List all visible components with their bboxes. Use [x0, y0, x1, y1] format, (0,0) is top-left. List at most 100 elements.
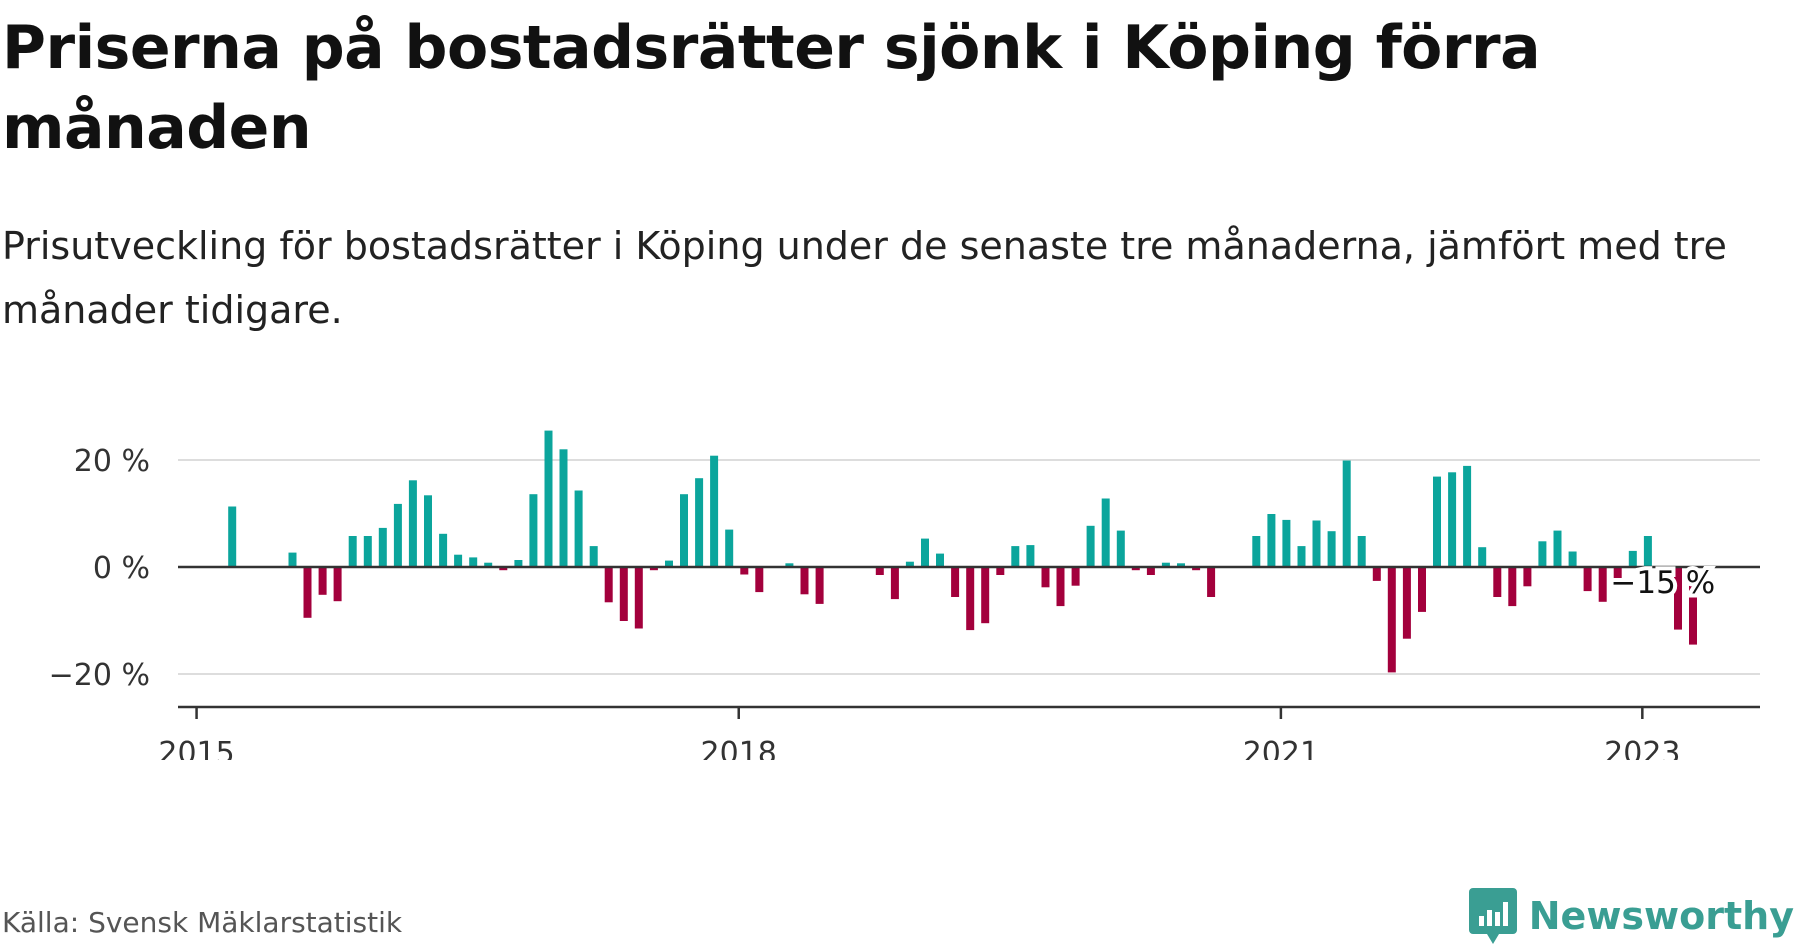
bar [1508, 567, 1517, 607]
bar [1598, 567, 1607, 602]
bar [1658, 567, 1667, 581]
bar [1448, 472, 1457, 567]
bar [951, 567, 960, 597]
chart-title: Priserna på bostadsrätter sjönk i Köping… [2, 13, 1541, 163]
bar [439, 533, 448, 567]
bar [1252, 536, 1261, 567]
x-tick-label: 2021 [1243, 736, 1319, 760]
grid-lines [178, 459, 1760, 675]
bar [1553, 530, 1562, 567]
newsworthy-logo-icon [1468, 888, 1517, 944]
bar [1192, 567, 1201, 571]
bar [1538, 541, 1547, 567]
bar [1297, 546, 1306, 567]
bar [1041, 567, 1050, 588]
bar [1372, 567, 1381, 581]
bar [393, 503, 402, 567]
bar [1674, 567, 1682, 630]
bar [1282, 519, 1291, 567]
bar [378, 527, 387, 567]
bar [1689, 567, 1697, 645]
bar [1267, 514, 1276, 567]
bar [890, 567, 899, 600]
bar [875, 567, 884, 575]
y-tick-label: 20 % [74, 444, 150, 479]
brand-logo: Newsworthy [1468, 888, 1794, 944]
bar [1116, 530, 1125, 567]
x-tick-label: 2023 [1604, 736, 1680, 760]
bar [1433, 476, 1441, 567]
bar [755, 567, 764, 593]
bar [1523, 567, 1532, 587]
bar [1478, 547, 1487, 567]
bar [1387, 567, 1396, 673]
y-tick-label: 0 % [93, 551, 150, 586]
x-tick-label: 2018 [701, 736, 777, 760]
bar [408, 480, 417, 567]
bar [604, 567, 613, 603]
bar [1628, 550, 1637, 567]
annotations: −15 % [1606, 561, 1719, 605]
bar [1402, 567, 1411, 639]
bar [559, 449, 568, 567]
bar [1643, 536, 1652, 567]
y-tick-label: −20 % [49, 658, 150, 693]
bar [1086, 525, 1095, 567]
bar [695, 478, 704, 567]
x-axis-labels: 2015 2018 2021 2023 [158, 736, 1680, 760]
bar [649, 567, 658, 571]
bar [1357, 536, 1366, 567]
bar [1568, 551, 1577, 567]
bar [740, 567, 749, 575]
bar [921, 538, 929, 567]
bar [318, 567, 327, 595]
bar [1327, 531, 1336, 567]
bar [529, 494, 538, 567]
bar [1161, 562, 1170, 567]
bar [363, 536, 372, 567]
bar [800, 567, 809, 595]
bar [680, 494, 688, 567]
bar [333, 567, 342, 602]
bar [1101, 498, 1110, 567]
x-tick-label: 2015 [158, 736, 234, 760]
bar [348, 536, 357, 567]
bar [996, 567, 1005, 575]
bar [1418, 567, 1426, 612]
annotation-label: −15 % [1610, 565, 1715, 601]
bar [785, 563, 794, 567]
bar [1312, 520, 1321, 567]
bar [1026, 545, 1035, 567]
bar [725, 529, 734, 567]
bar [484, 562, 493, 567]
bar [1131, 567, 1140, 571]
bar [454, 554, 463, 567]
bar [589, 546, 598, 567]
bar [815, 567, 824, 604]
bar [1146, 567, 1155, 575]
bar [544, 430, 553, 567]
bar [514, 560, 523, 567]
brand-name: Newsworthy [1528, 894, 1794, 938]
bar [619, 567, 628, 621]
bar [1207, 567, 1216, 597]
bar [1493, 567, 1502, 597]
bar [936, 553, 944, 567]
chart-subtitle: Prisutveckling för bostadsrätter i Köpin… [2, 224, 1727, 332]
bar [288, 552, 297, 567]
bar [966, 567, 975, 631]
bar [634, 567, 643, 629]
y-axis-labels: 20 % 0 % −20 % [49, 444, 150, 693]
bar [905, 561, 914, 567]
bar [499, 567, 508, 571]
bar [1011, 546, 1020, 567]
bar [1613, 567, 1622, 587]
bar [228, 506, 237, 567]
bar [1056, 567, 1065, 607]
bar [1583, 567, 1592, 592]
bar [1071, 567, 1080, 586]
bars [228, 430, 1697, 673]
bar [1342, 460, 1351, 567]
source-note: Källa: Svensk Mäklarstatistik [2, 906, 403, 939]
bar-chart: 20 % 0 % −20 % 2015 2018 2021 2023 −15 % [49, 430, 1760, 760]
